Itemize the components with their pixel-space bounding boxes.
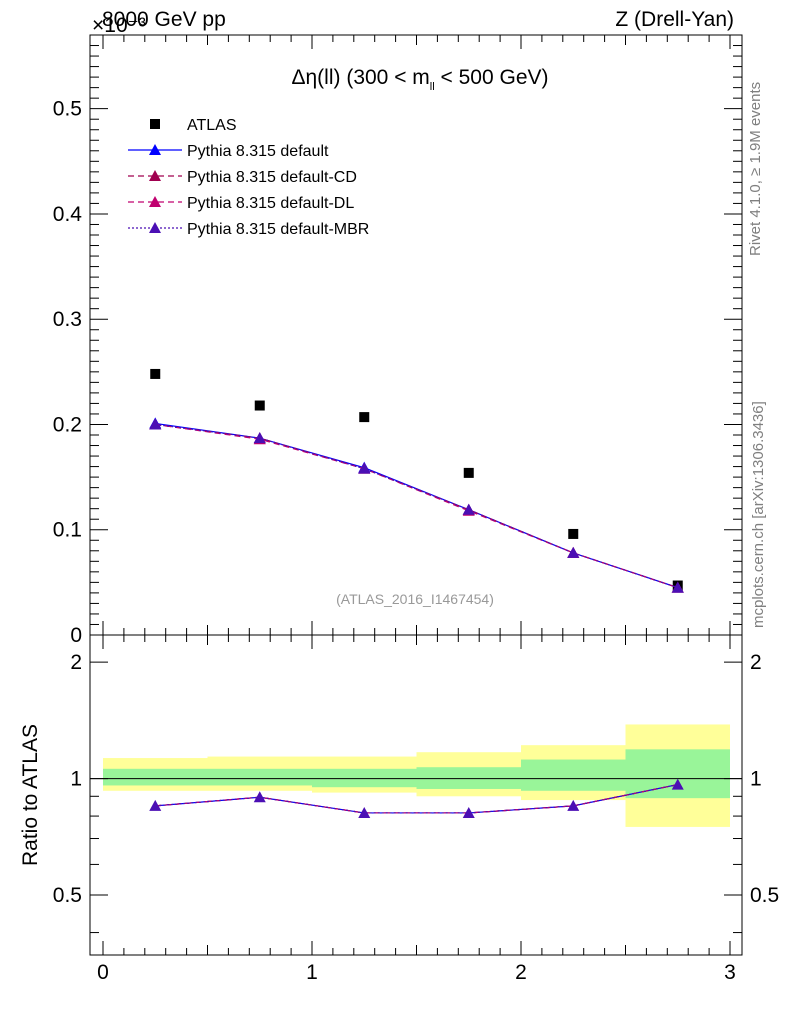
atlas-point <box>254 400 265 411</box>
ratio-y-tick-label: 1 <box>70 768 82 791</box>
chart-title-main: Δη(ll) (300 < m <box>291 66 429 89</box>
series-marker-4 <box>253 432 266 444</box>
x-tick-label: 2 <box>515 961 527 984</box>
atlas-point <box>359 412 370 423</box>
y-tick-label: 0.5 <box>53 98 82 121</box>
y-tick-label: 0.3 <box>53 308 82 331</box>
series-line-1 <box>155 422 678 589</box>
series-marker-4 <box>671 581 684 593</box>
ratio-inner-band-5 <box>625 749 730 799</box>
series-marker-4 <box>462 503 475 515</box>
plot-title-left: 8000 GeV pp <box>102 8 226 31</box>
rivet-label: Rivet 4.1.0, ≥ 1.9M events <box>747 82 764 256</box>
ratio-marker <box>567 799 580 811</box>
legend-label: ATLAS <box>187 117 237 134</box>
ratio-y-tick-label-right: 2 <box>750 651 762 674</box>
analysis-watermark: (ATLAS_2016_I1467454) <box>336 591 494 607</box>
ratio-y-tick-label: 0.5 <box>53 884 82 907</box>
x-tick-label: 3 <box>724 961 736 984</box>
atlas-point <box>568 528 579 539</box>
legend-marker-4 <box>149 222 161 233</box>
series-line-2 <box>155 423 678 589</box>
x-tick-label: 0 <box>97 961 109 984</box>
legend-marker-3 <box>149 196 161 207</box>
legend-marker-2 <box>149 170 161 181</box>
ratio-y-tick-label-right: 1 <box>750 768 762 791</box>
ratio-marker <box>149 799 162 811</box>
series-marker-4 <box>567 546 580 558</box>
plot-title-right: Z (Drell-Yan) <box>615 8 734 31</box>
series-layer <box>149 368 684 593</box>
axes: 0 1 2 3 0 0.1 0.2 0.3 0.4 0.5 0.5 0.5 1 1 2 2 <box>53 34 779 984</box>
legend-marker-1 <box>149 144 161 155</box>
ratio-line-2 <box>155 783 678 814</box>
chart-title-sub: ll <box>430 81 435 93</box>
chart-title: Δη(ll) (300 < mll < 500 GeV) <box>291 66 548 93</box>
ratio-marker <box>671 778 684 790</box>
ratio-inner-band-1 <box>207 768 312 786</box>
ratio-inner-band-4 <box>521 759 626 791</box>
mcplots-label: mcplots.cern.ch [arXiv:1306.3436] <box>750 401 767 628</box>
ratio-bands <box>90 724 742 827</box>
series-marker-4 <box>358 462 371 474</box>
y-tick-label: 0.4 <box>53 203 83 226</box>
chart-title-tail: < 500 GeV) <box>435 66 549 89</box>
y-tick-label: 0 <box>70 624 82 647</box>
ratio-layer <box>149 778 684 818</box>
legend-label: Pythia 8.315 default-DL <box>187 195 354 212</box>
ratio-y-axis-label: Ratio to ATLAS <box>19 724 42 866</box>
series-line-3 <box>155 423 678 589</box>
legend-marker-atlas <box>150 119 160 129</box>
series-line-4 <box>155 423 678 589</box>
ratio-y-tick-label-right: 0.5 <box>750 884 779 907</box>
x-tick-label: 1 <box>306 961 318 984</box>
ratio-marker <box>253 791 266 803</box>
legend-label: Pythia 8.315 default-MBR <box>187 221 369 238</box>
ratio-marker <box>462 806 475 818</box>
series-marker-4 <box>149 418 162 430</box>
y-tick-label: 0.1 <box>53 519 82 542</box>
legend: ATLAS Pythia 8.315 default Pythia 8.315 de… <box>128 117 369 238</box>
ratio-line-3 <box>155 783 678 814</box>
ratio-y-tick-label: 2 <box>70 651 82 674</box>
atlas-point <box>463 467 474 478</box>
ratio-marker <box>358 806 371 818</box>
legend-label: Pythia 8.315 default <box>187 143 329 160</box>
atlas-point <box>150 368 161 379</box>
y-tick-label: 0.2 <box>53 413 82 436</box>
ratio-inner-band-2 <box>312 768 417 788</box>
y-exponent-label: ×10⁻³ <box>92 14 146 37</box>
legend-label: Pythia 8.315 default-CD <box>187 169 357 186</box>
ratio-inner-band-0 <box>103 768 208 786</box>
